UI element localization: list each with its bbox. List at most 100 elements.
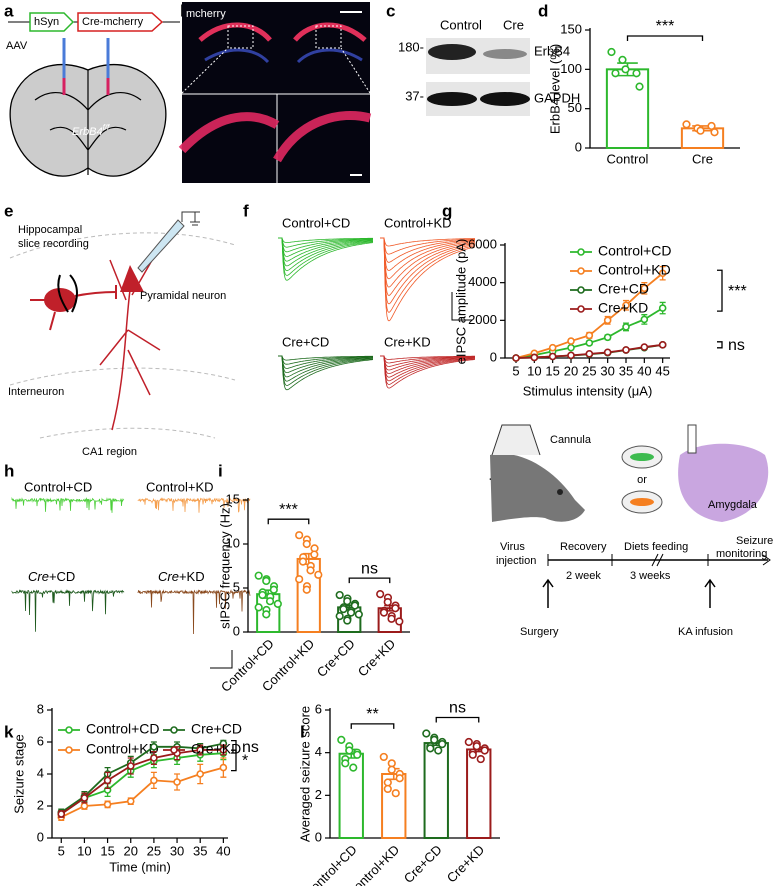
- data-point: [603, 316, 612, 325]
- mcherry-zoom: [178, 110, 372, 163]
- y-tick-label: 2: [37, 797, 44, 812]
- significance: ns: [728, 337, 745, 354]
- x-tick-label: 35: [619, 363, 633, 378]
- data-point: [196, 770, 205, 778]
- group-label: Cre+CD: [282, 334, 329, 349]
- data-point: [219, 763, 228, 772]
- data-point: [632, 69, 641, 78]
- y-tick-label: 50: [568, 100, 582, 115]
- legend-marker: [577, 286, 585, 294]
- evoked-trace: [380, 355, 475, 364]
- timeline-label: monitoring: [716, 548, 767, 560]
- y-tick-label: 0: [37, 829, 44, 844]
- data-point: [434, 746, 443, 755]
- data-point: [387, 765, 396, 774]
- data-point: [306, 566, 315, 575]
- data-point: [640, 315, 649, 324]
- data-point: [103, 800, 112, 809]
- data-point: [426, 744, 435, 753]
- y-tick-label: 10: [226, 535, 240, 550]
- inset-line: [340, 47, 371, 94]
- x-tick-label: 25: [147, 843, 161, 858]
- panel-letter: a: [4, 1, 14, 20]
- data-point: [302, 539, 311, 549]
- gene: Cre-mcherry: [82, 16, 144, 28]
- data-point: [254, 571, 263, 580]
- mouse: [490, 453, 585, 522]
- data-point: [395, 617, 404, 626]
- data-point: [476, 754, 485, 764]
- legend-marker: [65, 726, 73, 734]
- data-point: [585, 331, 594, 340]
- evoked-trace: [380, 355, 476, 389]
- timeline-label: Recovery: [560, 541, 607, 553]
- y-tick-label: 4: [315, 744, 322, 759]
- data-point: [391, 789, 400, 798]
- y-axis-label: ErbB4 level (%): [547, 44, 562, 134]
- data-point: [387, 614, 396, 623]
- group-label: Control+CD: [282, 215, 350, 230]
- panel-letter: f: [243, 201, 249, 220]
- data-point: [295, 575, 304, 584]
- interneuron-label: Interneuron: [8, 386, 64, 398]
- data-point: [658, 304, 667, 312]
- evoked-trace: [380, 355, 476, 385]
- evoked-trace: [380, 355, 475, 367]
- data-point: [314, 570, 323, 579]
- x-tick-label: 40: [216, 843, 230, 858]
- data-point: [265, 597, 275, 606]
- inset-box: [227, 25, 254, 49]
- timeline-label: injection: [496, 555, 536, 567]
- interneuron-axon: [30, 291, 117, 331]
- evoked-trace: [278, 355, 373, 361]
- x-tick-label: 10: [527, 363, 541, 378]
- evoked-trace: [278, 355, 374, 386]
- data-point: [567, 351, 575, 360]
- data-point: [150, 754, 158, 762]
- vector: AAV: [6, 40, 28, 52]
- data-point: [343, 616, 352, 625]
- infusion-cannula: [687, 424, 697, 454]
- data-point: [383, 784, 392, 794]
- evoked-trace: [278, 237, 374, 281]
- event-label: KA infusion: [678, 626, 733, 638]
- data-point: [335, 590, 344, 600]
- protein: GAPDH: [534, 90, 580, 105]
- data-point: [707, 121, 716, 131]
- panel-letter: e: [4, 201, 13, 220]
- significance-bracket: [717, 269, 723, 312]
- gene-box: [77, 12, 164, 32]
- y-tick-label: 150: [560, 21, 582, 36]
- x-tick-label: 20: [124, 843, 138, 858]
- recording: slice recording: [18, 238, 89, 250]
- data-point: [640, 343, 649, 351]
- data-point: [603, 333, 612, 342]
- spontaneous-trace: [11, 589, 125, 632]
- group-label: Control+CD: [24, 479, 92, 494]
- promoter: hSyn: [34, 16, 59, 28]
- y-tick-label: 8: [37, 701, 44, 716]
- data-point: [548, 343, 557, 352]
- data-point: [621, 65, 630, 74]
- evoked-trace: [278, 355, 374, 391]
- evoked-trace: [278, 355, 373, 374]
- data-point: [349, 763, 358, 772]
- group-label: Cre+CD: [28, 569, 75, 584]
- x-tick-label: 40: [637, 363, 651, 378]
- data-point: [480, 746, 489, 755]
- significance: ns: [361, 560, 378, 577]
- band: [427, 92, 477, 106]
- data-point: [548, 352, 557, 361]
- significance-bracket: [717, 341, 723, 349]
- data-point: [295, 531, 304, 540]
- amygdala-label: Amygdala: [708, 499, 758, 511]
- legend-label: Cre+KD: [598, 300, 648, 316]
- data-point: [262, 576, 271, 586]
- dapi-signal: [204, 48, 363, 64]
- data-point: [430, 735, 439, 744]
- band: [480, 92, 530, 106]
- y-axis-label: Averaged seizure score: [297, 706, 312, 842]
- legend-label: Cre+CD: [191, 721, 242, 737]
- timeline-label: 3 weeks: [630, 570, 671, 582]
- data-point: [298, 557, 308, 566]
